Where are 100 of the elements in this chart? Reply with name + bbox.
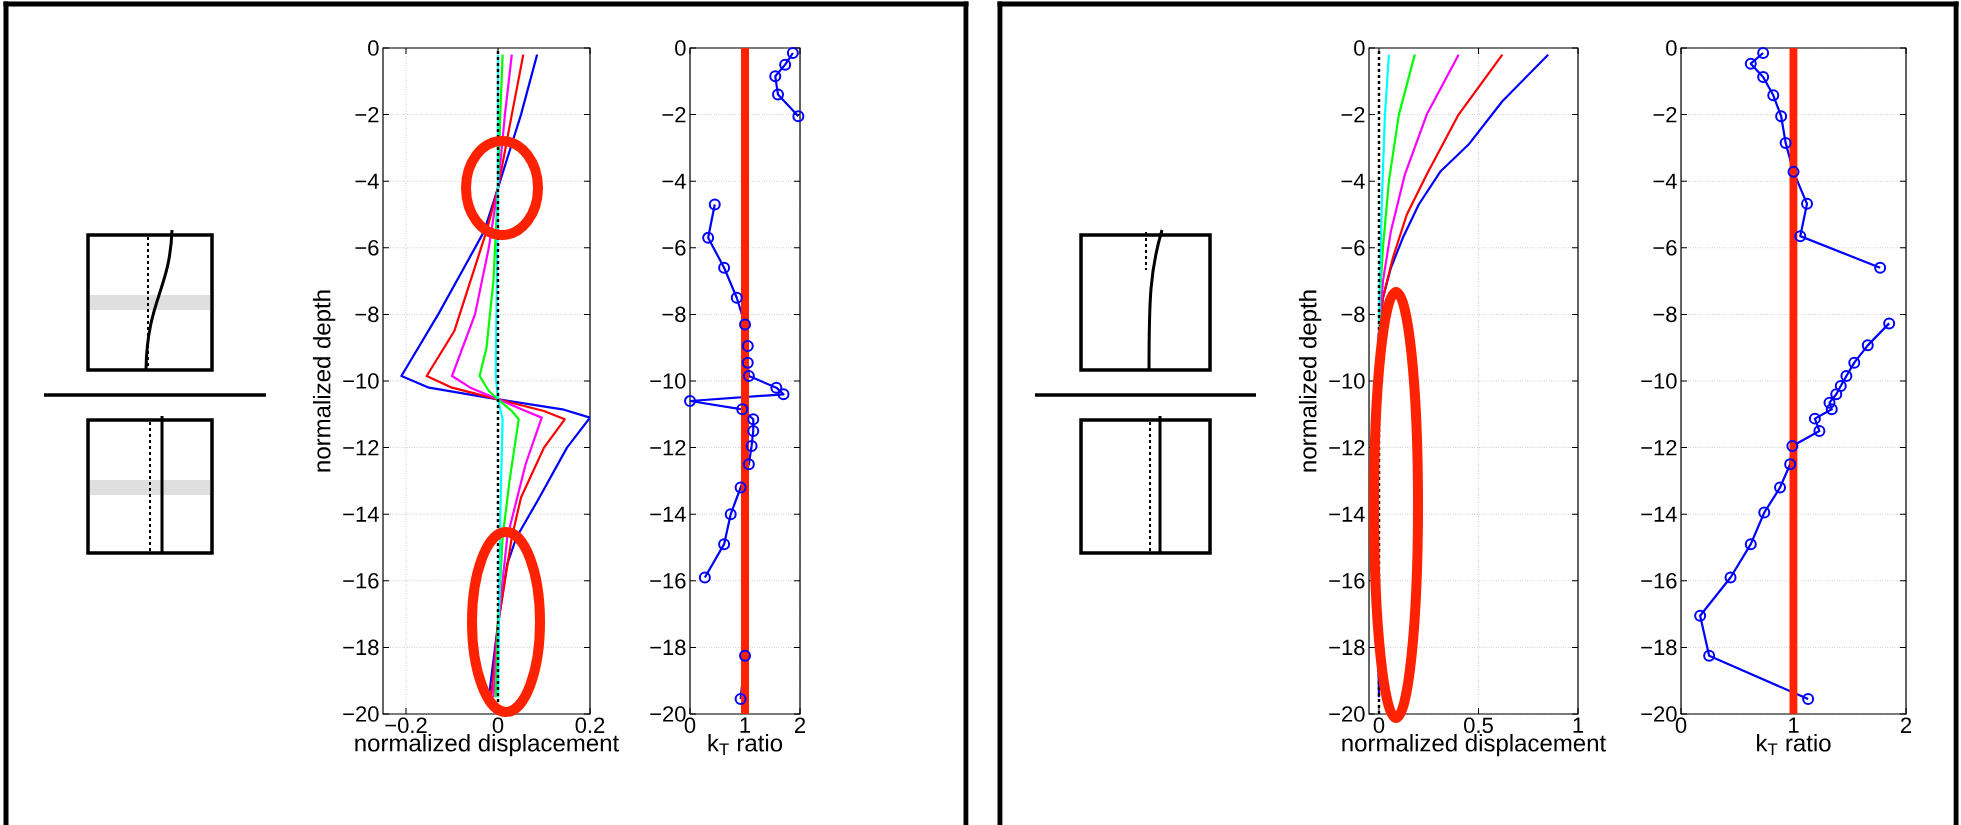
y-tick-label: −14 (650, 506, 686, 522)
y-tick-label: −6 (662, 240, 686, 256)
y-tick-label: −6 (1341, 240, 1365, 256)
x-tick-label: 1 (740, 717, 751, 733)
point (739, 318, 752, 331)
point (745, 439, 758, 452)
point (1787, 165, 1800, 178)
x-tick-label: 1 (1789, 717, 1799, 733)
point (779, 58, 792, 71)
point (734, 693, 747, 706)
y-tick-label: −10 (343, 373, 379, 389)
y-tick-label: 0 (1666, 40, 1677, 56)
point (1758, 506, 1771, 519)
y-tick-label: −16 (650, 573, 686, 589)
y-axis-title: normalized depth (312, 290, 336, 472)
y-tick-label: 0 (675, 40, 686, 56)
point (1834, 379, 1847, 392)
y-tick-label: −18 (650, 639, 686, 656)
x-tick-label: 0 (492, 717, 504, 734)
y-tick-label: −10 (1329, 373, 1365, 389)
point (1767, 89, 1780, 102)
point (792, 110, 805, 123)
y-tick-label: −14 (1641, 506, 1677, 522)
y-tick-label: −20 (1329, 706, 1365, 722)
point (1823, 396, 1836, 409)
point (1779, 136, 1792, 149)
point (1830, 388, 1843, 401)
y-tick-label: −12 (343, 439, 379, 456)
x-tick-label: 2 (795, 717, 806, 733)
y-tick-label: −14 (1329, 506, 1365, 522)
point (769, 70, 782, 83)
y-tick-label: −2 (1653, 106, 1677, 123)
point (1703, 649, 1716, 662)
point (1802, 693, 1815, 706)
y-tick-label: −20 (343, 706, 379, 722)
y-tick-label: −16 (343, 573, 379, 589)
y-tick-label: −6 (355, 240, 379, 256)
point (1774, 481, 1787, 494)
point (1744, 538, 1757, 551)
point (1874, 261, 1887, 274)
x-axis-title: normalized displacement (355, 733, 619, 757)
point (724, 508, 737, 521)
point (730, 291, 743, 304)
line-series (478, 53, 520, 699)
point (742, 370, 755, 382)
y-tick-label: −8 (355, 306, 379, 323)
point (718, 261, 731, 274)
x-tick-label: −0.2 (385, 717, 427, 734)
point (1813, 424, 1826, 437)
point (1883, 317, 1896, 330)
point (770, 381, 783, 394)
point (1744, 57, 1757, 70)
y-axis-title: normalized depth (1298, 290, 1322, 472)
x-tick-label: 1 (1573, 717, 1584, 733)
x-tick-label: 2 (1901, 717, 1912, 733)
point (741, 356, 754, 369)
point (747, 413, 760, 426)
y-tick-label: 0 (368, 40, 379, 56)
point (1757, 46, 1770, 59)
x-axis-title: k$_{T}$ ratio (708, 733, 783, 756)
point (741, 340, 754, 353)
y-tick-label: −2 (1341, 106, 1365, 123)
y-tick-label: −4 (1341, 173, 1365, 189)
point (1694, 609, 1707, 622)
x-axis-title: k$_{T}$ ratio (1757, 733, 1831, 756)
y-tick-label: −12 (1641, 439, 1677, 456)
y-tick-label: −18 (1641, 639, 1677, 656)
y-tick-label: −18 (1329, 639, 1365, 656)
line-series (494, 53, 504, 699)
point (742, 458, 755, 471)
point (786, 46, 799, 59)
y-tick-label: −2 (662, 106, 686, 123)
y-tick-label: −8 (1341, 306, 1365, 323)
point (708, 198, 721, 211)
x-tick-label: 0.5 (1464, 717, 1493, 734)
y-tick-label: −14 (343, 506, 379, 522)
y-tick-label: −12 (1329, 439, 1365, 456)
point (747, 424, 760, 437)
y-tick-label: −16 (1329, 573, 1365, 589)
y-tick-label: −8 (1653, 306, 1677, 323)
y-tick-label: −20 (650, 706, 686, 722)
point (1848, 356, 1861, 369)
point (736, 403, 749, 416)
y-tick-label: −12 (650, 439, 686, 456)
point (1724, 571, 1737, 584)
x-tick-label: 0 (1373, 717, 1385, 734)
point (718, 538, 731, 551)
y-tick-label: −20 (1641, 706, 1677, 722)
point (1861, 339, 1874, 352)
y-tick-label: −10 (650, 373, 686, 389)
x-axis-title: normalized displacement (1342, 733, 1606, 757)
y-tick-label: −4 (662, 173, 686, 189)
point (772, 88, 785, 101)
line-series (450, 53, 543, 699)
point (702, 231, 715, 244)
point (1801, 197, 1814, 210)
x-tick-label: 0.2 (575, 717, 605, 734)
y-tick-label: −16 (1641, 573, 1677, 589)
y-tick-label: 0 (1354, 40, 1365, 56)
y-tick-label: −6 (1653, 240, 1677, 256)
